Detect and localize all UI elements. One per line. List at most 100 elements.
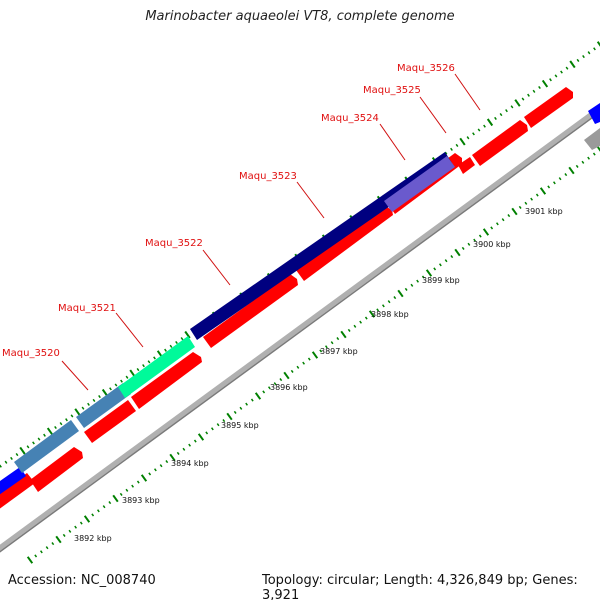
scale-tick bbox=[565, 66, 569, 70]
scale-tick bbox=[43, 433, 46, 437]
genome-backbone-shadow bbox=[0, 111, 600, 553]
scale-tick bbox=[34, 554, 38, 558]
red-gene-arrow bbox=[472, 120, 528, 166]
scale-tick bbox=[254, 392, 262, 400]
scale-tick bbox=[592, 152, 596, 156]
gene-labels: Maqu_3520 Maqu_3521 Maqu_3522 Maqu_3523 … bbox=[2, 63, 455, 359]
scale-tick bbox=[273, 382, 277, 386]
scale-tick bbox=[175, 340, 178, 345]
scale-tick bbox=[454, 248, 461, 257]
blue-neighbor-gene bbox=[0, 467, 26, 495]
red-gene-arrow bbox=[296, 206, 393, 281]
accession-text: Accession: NC_008740 bbox=[8, 573, 156, 588]
scale-tick bbox=[109, 387, 112, 391]
scale-tick bbox=[114, 383, 118, 387]
scale-tick bbox=[466, 136, 470, 140]
colored-gene-track bbox=[0, 103, 600, 495]
scale-tick bbox=[482, 228, 490, 236]
scale-tick bbox=[425, 269, 433, 277]
scale-tick bbox=[96, 509, 100, 513]
scale-tick bbox=[226, 412, 233, 421]
scale-tick bbox=[364, 316, 368, 320]
scale-tick bbox=[19, 446, 26, 455]
scale-tick bbox=[478, 234, 482, 238]
gene-maqu-3520-right bbox=[76, 383, 131, 428]
gene-label: Maqu_3525 bbox=[363, 85, 421, 96]
scale-tick bbox=[421, 275, 425, 279]
scale-tick bbox=[87, 402, 90, 406]
scale-tick bbox=[81, 406, 85, 410]
scale-tick bbox=[142, 364, 145, 368]
scale-tick bbox=[216, 423, 220, 427]
scale-tick bbox=[347, 328, 351, 332]
scale-tick bbox=[307, 357, 311, 361]
scale-tick bbox=[136, 367, 140, 372]
scale-tick bbox=[532, 89, 536, 93]
scale-tick bbox=[239, 406, 243, 410]
scale-tick bbox=[74, 525, 78, 529]
scale-tick bbox=[140, 474, 148, 482]
red-gene-arrow bbox=[203, 274, 298, 348]
scale-tick bbox=[262, 390, 266, 394]
scale-label: 3898 kbp bbox=[371, 310, 409, 319]
scale-tick bbox=[119, 492, 123, 496]
scale-tick bbox=[467, 242, 471, 246]
scale-tick bbox=[576, 58, 580, 63]
scale-label: 3900 kbp bbox=[473, 240, 511, 249]
scale-tick bbox=[505, 109, 508, 113]
scale-tick bbox=[311, 351, 319, 359]
scale-tick bbox=[381, 304, 385, 308]
scale-tick bbox=[558, 177, 562, 181]
scale-tick bbox=[136, 480, 140, 484]
scale-tick bbox=[290, 369, 294, 373]
scale-tick bbox=[112, 494, 119, 503]
genome-backbone bbox=[0, 105, 600, 551]
scale-tick bbox=[593, 47, 596, 51]
scale-tick bbox=[197, 433, 205, 441]
scale-tick bbox=[182, 447, 186, 451]
scale-tick bbox=[554, 74, 558, 78]
scale-tick bbox=[176, 451, 180, 455]
scale-tick bbox=[461, 246, 465, 250]
scale-tick bbox=[165, 460, 169, 464]
scale-tick bbox=[404, 287, 408, 291]
scale-labels: 3892 kbp 3893 kbp 3894 kbp 3895 kbp 3896… bbox=[74, 207, 563, 543]
scale-tick bbox=[521, 97, 525, 101]
scale-tick bbox=[353, 324, 357, 328]
red-gene-arrow bbox=[0, 473, 35, 509]
scale-tick bbox=[233, 410, 237, 414]
scale-tick bbox=[560, 70, 563, 74]
scale-tick bbox=[169, 344, 173, 348]
scale-tick bbox=[330, 341, 334, 345]
scale-tick bbox=[26, 556, 34, 564]
scale-tick bbox=[433, 267, 437, 271]
scale-tick bbox=[340, 330, 347, 339]
scale-tick bbox=[490, 226, 494, 230]
scale-tick bbox=[164, 348, 167, 352]
scale-tick bbox=[45, 546, 49, 550]
scale-tick bbox=[91, 513, 95, 517]
scale-tick bbox=[245, 402, 249, 406]
scale-tick bbox=[438, 263, 442, 267]
gene-label: Maqu_3524 bbox=[321, 113, 379, 124]
scale-tick bbox=[65, 418, 68, 422]
scale-tick bbox=[68, 529, 72, 533]
scale-tick bbox=[147, 360, 151, 364]
scale-tick bbox=[153, 468, 157, 472]
scale-tick bbox=[125, 488, 129, 492]
scale-label: 3899 kbp bbox=[422, 276, 460, 285]
scale-label: 3897 kbp bbox=[320, 347, 358, 356]
leader-line bbox=[379, 123, 406, 161]
scale-tick bbox=[108, 501, 112, 505]
scale-tick bbox=[267, 386, 271, 390]
scale-tick bbox=[51, 542, 55, 546]
scale-tick bbox=[102, 505, 106, 509]
scale-tick bbox=[279, 378, 283, 382]
inner-scale-ticks bbox=[26, 146, 600, 564]
gene-label: Maqu_3526 bbox=[397, 63, 455, 74]
scale-tick bbox=[564, 173, 568, 177]
scale-label: 3895 kbp bbox=[221, 421, 259, 430]
scale-tick bbox=[444, 259, 448, 263]
